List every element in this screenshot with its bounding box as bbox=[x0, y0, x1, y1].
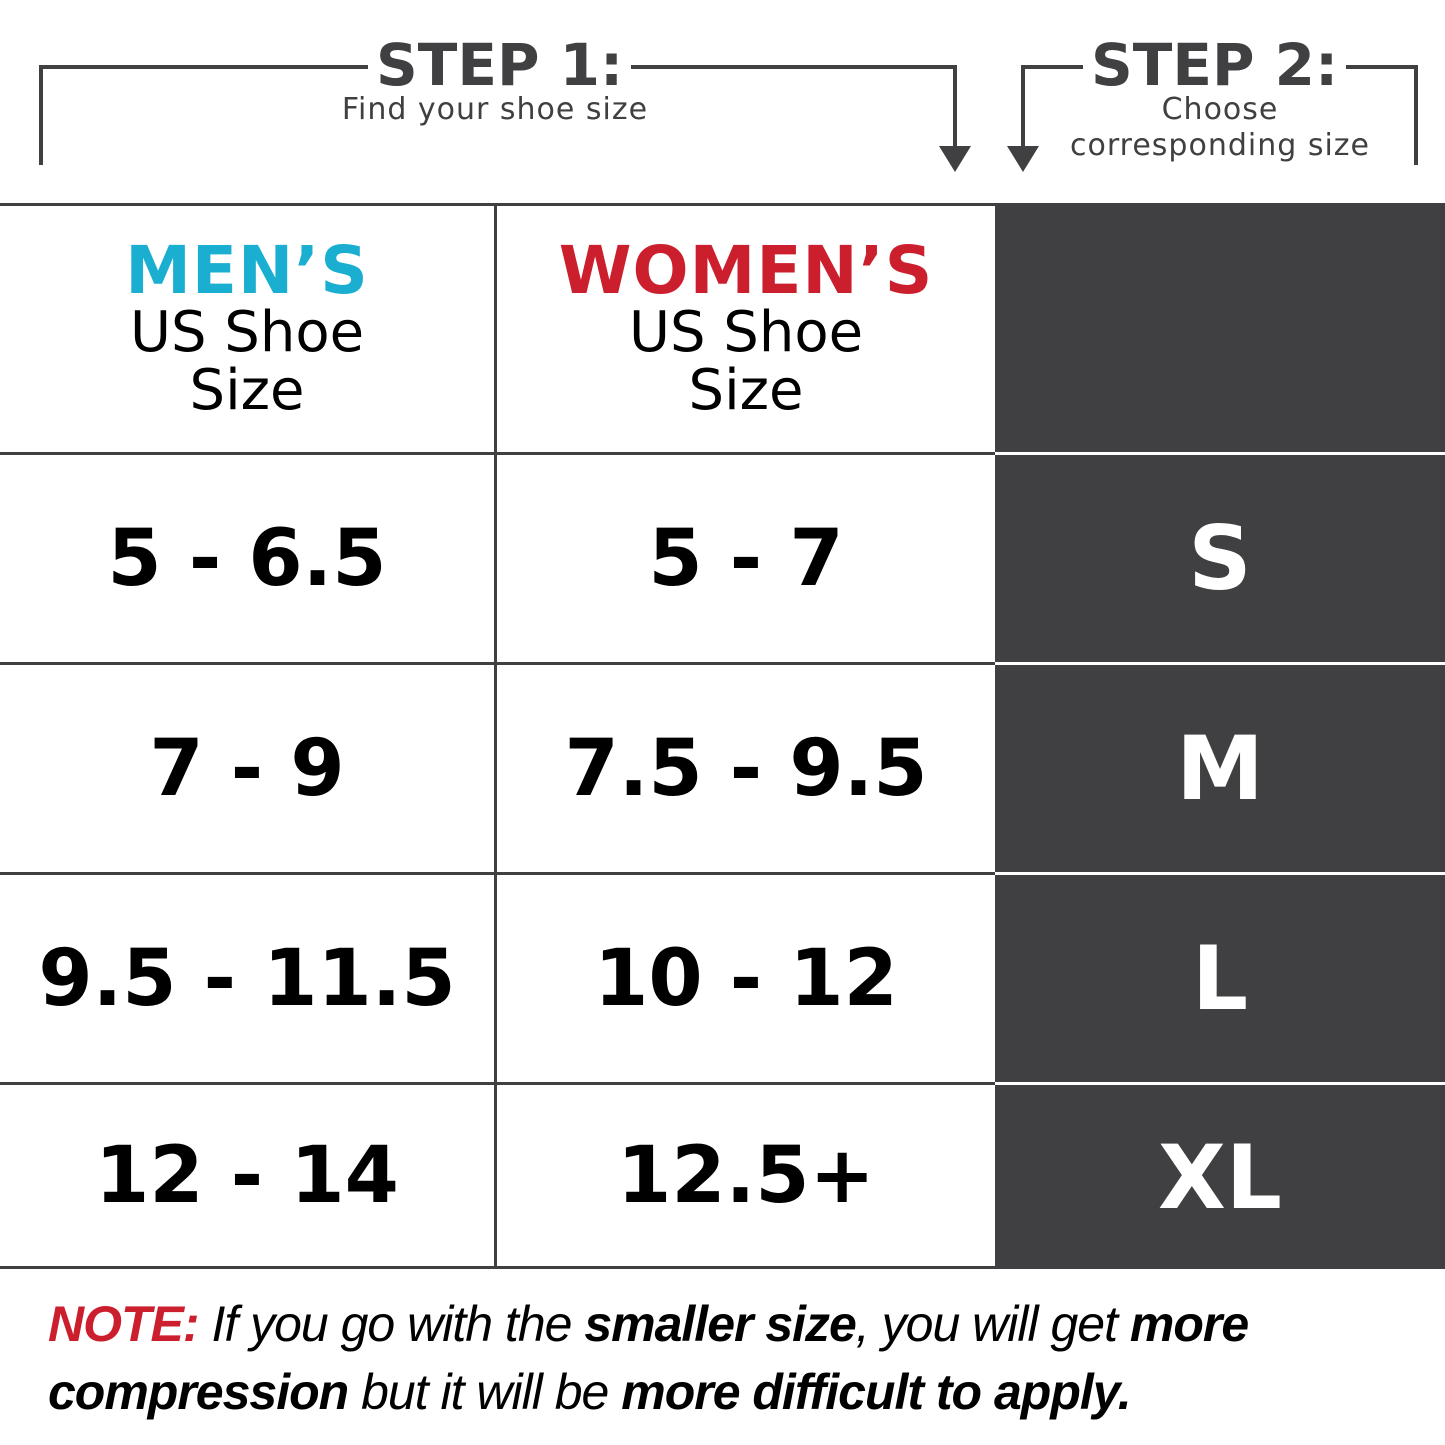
note-emphasis: smaller size bbox=[584, 1296, 857, 1352]
table-header-row: MEN’S US Shoe Size WOMEN’S US Shoe Size bbox=[0, 203, 1445, 452]
men-size: 5 - 6.5 bbox=[0, 452, 497, 662]
garment-size: L bbox=[995, 872, 1445, 1082]
note-label: NOTE: bbox=[48, 1296, 200, 1352]
men-header: MEN’S US Shoe Size bbox=[0, 203, 497, 452]
step2-subtitle-line2: corresponding size bbox=[1070, 128, 1370, 163]
size-header bbox=[995, 203, 1445, 452]
step1-subtitle: Find your shoe size bbox=[341, 92, 649, 127]
women-size: 5 - 7 bbox=[497, 452, 995, 662]
women-header-line1: US Shoe bbox=[628, 300, 864, 365]
step1-title: STEP 1: bbox=[368, 36, 632, 94]
women-header: WOMEN’S US Shoe Size bbox=[497, 203, 995, 452]
note: NOTE: If you go with the smaller size, y… bbox=[48, 1290, 1428, 1426]
women-label: WOMEN’S bbox=[558, 232, 934, 309]
garment-size: XL bbox=[995, 1082, 1445, 1269]
step2-subtitle-line1: Choose bbox=[1161, 92, 1279, 127]
note-text: If you go with the bbox=[198, 1296, 585, 1352]
women-header-line2: Size bbox=[688, 358, 804, 423]
note-text: but it will be bbox=[348, 1364, 622, 1420]
size-table: MEN’S US Shoe Size WOMEN’S US Shoe Size … bbox=[0, 203, 1445, 1269]
table-row: 9.5 - 11.5 10 - 12 L bbox=[0, 872, 1445, 1082]
table-row: 5 - 6.5 5 - 7 S bbox=[0, 452, 1445, 662]
women-size: 10 - 12 bbox=[497, 872, 995, 1082]
step2-title: STEP 2: bbox=[1083, 36, 1347, 94]
men-size: 9.5 - 11.5 bbox=[0, 872, 497, 1082]
note-emphasis: more compression bbox=[48, 1296, 1249, 1420]
table-row: 12 - 14 12.5+ XL bbox=[0, 1082, 1445, 1269]
women-size: 7.5 - 9.5 bbox=[497, 662, 995, 872]
note-text: , you will get bbox=[855, 1296, 1130, 1352]
men-size: 7 - 9 bbox=[0, 662, 497, 872]
men-header-line2: Size bbox=[189, 358, 305, 423]
arrow-down-icon bbox=[1007, 146, 1039, 172]
men-label: MEN’S bbox=[125, 232, 369, 309]
garment-size: M bbox=[995, 662, 1445, 872]
table-row: 7 - 9 7.5 - 9.5 M bbox=[0, 662, 1445, 872]
men-size: 12 - 14 bbox=[0, 1082, 497, 1269]
step2-subtitle: Choose corresponding size bbox=[1030, 92, 1410, 164]
men-header-line1: US Shoe bbox=[129, 300, 365, 365]
garment-size: S bbox=[995, 452, 1445, 662]
women-size: 12.5+ bbox=[497, 1082, 995, 1269]
arrow-down-icon bbox=[939, 146, 971, 172]
note-emphasis: more difficult to apply. bbox=[621, 1364, 1131, 1420]
